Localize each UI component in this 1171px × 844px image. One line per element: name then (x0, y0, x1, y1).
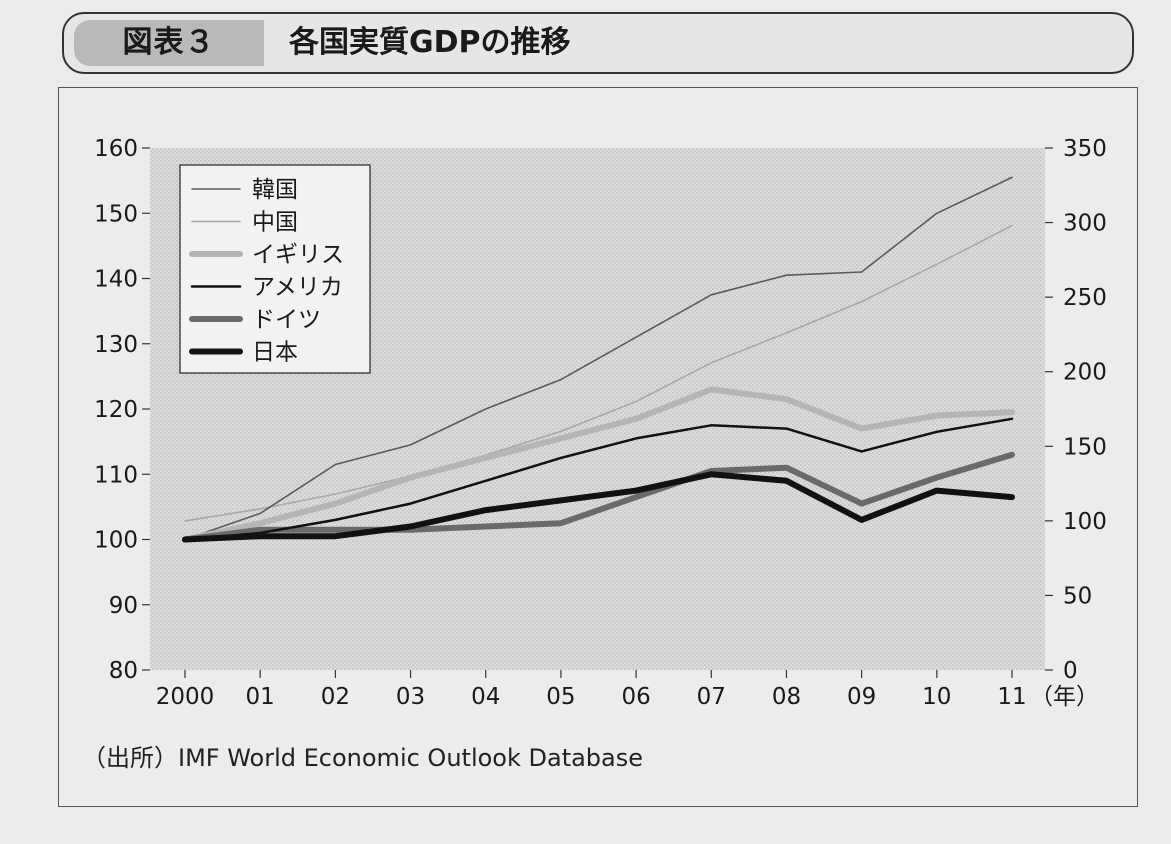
x-tick-label: 10 (922, 684, 951, 710)
x-tick-label: 2000 (156, 684, 215, 710)
left-tick-label: 120 (94, 397, 138, 423)
left-tick-label: 150 (94, 201, 138, 227)
legend-label: 韓国 (252, 177, 298, 203)
x-tick-label: 05 (546, 684, 575, 710)
left-tick-label: 140 (94, 267, 138, 293)
figure-number: 図表３ (74, 20, 264, 66)
right-tick-label: 0 (1063, 658, 1078, 684)
right-tick-label: 350 (1063, 136, 1107, 162)
x-tick-label: 07 (697, 684, 726, 710)
x-tick-label: 01 (246, 684, 275, 710)
left-tick-label: 130 (94, 332, 138, 358)
x-unit-label: （年） (1030, 684, 1099, 710)
right-tick-label: 100 (1063, 509, 1107, 535)
x-tick-label: 03 (396, 684, 425, 710)
right-tick-label: 150 (1063, 434, 1107, 460)
x-tick-label: 09 (847, 684, 876, 710)
left-tick-label: 80 (109, 658, 138, 684)
legend-label: ドイツ (252, 307, 321, 333)
right-tick-label: 50 (1063, 583, 1092, 609)
x-tick-label: 11 (997, 684, 1026, 710)
legend-label: アメリカ (252, 275, 343, 301)
legend-label: 中国 (252, 210, 298, 236)
legend-label: 日本 (252, 340, 298, 366)
left-tick-label: 160 (94, 136, 138, 162)
legend-box (179, 164, 371, 374)
x-tick-label: 06 (621, 684, 650, 710)
x-tick-label: 08 (772, 684, 801, 710)
left-tick-label: 110 (94, 462, 138, 488)
series-line-3 (183, 417, 1014, 541)
left-tick-label: 90 (109, 593, 138, 619)
series-line-4 (182, 451, 1015, 543)
series-line-0 (184, 176, 1013, 541)
right-tick-label: 200 (1063, 360, 1107, 386)
legend-label: イギリス (252, 242, 344, 268)
series-line-5 (182, 471, 1015, 543)
right-tick-label: 300 (1063, 211, 1107, 237)
figure-title: 各国実質GDPの推移 (289, 25, 571, 60)
right-tick-label: 250 (1063, 285, 1107, 311)
left-tick-label: 100 (94, 528, 138, 554)
x-tick-label: 04 (471, 684, 500, 710)
source-note: （出所）IMF World Economic Outlook Database (82, 744, 644, 772)
figure-header: 図表３ 各国実質GDPの推移 (62, 12, 1134, 74)
series-line-2 (182, 386, 1015, 543)
x-tick-label: 02 (321, 684, 350, 710)
series-line-1 (184, 224, 1013, 522)
